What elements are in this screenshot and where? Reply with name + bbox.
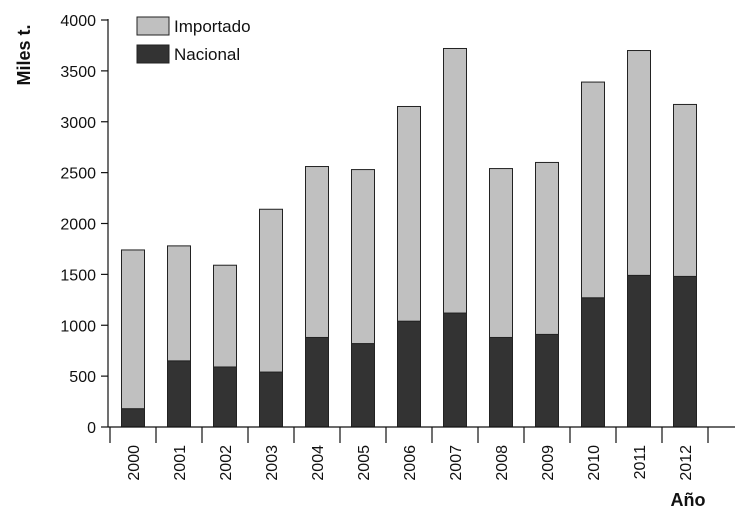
bar-nacional-2009 (535, 333, 559, 428)
y-tick-label-2500: 2500 (60, 166, 96, 183)
bar-nacional-2012 (673, 275, 697, 428)
y-tick-label-0: 0 (87, 420, 96, 437)
bar-importado-2001 (167, 245, 191, 362)
x-tick-label-2011: 2011 (632, 445, 649, 480)
x-tick-label-2007: 2007 (448, 445, 465, 481)
x-tick-label-2002: 2002 (218, 445, 235, 481)
bars-group (121, 47, 697, 428)
y-tick-label-3500: 3500 (60, 64, 96, 81)
bar-importado-2011 (627, 50, 651, 276)
y-ticks-group: 0 500 1000 1500 2000 2500 3000 3500 4000 (60, 13, 108, 437)
y-tick-label-4000: 4000 (60, 13, 96, 30)
bar-importado-2007 (443, 47, 467, 314)
legend-swatch-importado (136, 16, 170, 36)
bar-nacional-2006 (397, 320, 421, 428)
x-tick-label-2009: 2009 (540, 445, 557, 481)
x-tick-label-2000: 2000 (126, 445, 143, 481)
bar-nacional-2010 (581, 297, 605, 428)
bar-importado-2005 (351, 169, 375, 345)
x-axis-title: Año (671, 490, 706, 510)
bar-nacional-2003 (259, 371, 283, 428)
bar-importado-2012 (673, 103, 697, 277)
bar-importado-2002 (213, 264, 237, 368)
y-tick-label-3000: 3000 (60, 115, 96, 132)
bar-nacional-2007 (443, 312, 467, 428)
bar-importado-2008 (489, 168, 513, 338)
x-tick-label-2006: 2006 (402, 445, 419, 481)
x-tick-label-2005: 2005 (356, 445, 373, 481)
bar-nacional-2000 (121, 408, 145, 428)
x-tick-label-2001: 2001 (172, 445, 189, 481)
bar-importado-2009 (535, 161, 559, 335)
bar-nacional-2005 (351, 343, 375, 428)
bar-nacional-2011 (627, 274, 651, 428)
x-tick-label-2004: 2004 (310, 445, 327, 481)
legend-label-nacional: Nacional (174, 45, 240, 64)
bar-importado-2000 (121, 249, 145, 410)
x-tick-label-2012: 2012 (678, 445, 695, 481)
x-tick-label-2003: 2003 (264, 445, 281, 481)
bar-nacional-2004 (305, 336, 329, 428)
bar-importado-2006 (397, 105, 421, 322)
legend-swatch-nacional (136, 44, 170, 64)
bar-importado-2004 (305, 166, 329, 338)
bar-importado-2003 (259, 208, 283, 373)
y-tick-label-2000: 2000 (60, 217, 96, 234)
y-axis-title: Miles t. (14, 24, 34, 85)
x-ticks-group: 2000 2001 2002 2003 2004 2005 2006 2007 2008 2009… (109, 427, 709, 481)
bar-nacional-2001 (167, 360, 191, 428)
y-tick-label-1500: 1500 (60, 267, 96, 284)
legend-label-importado: Importado (174, 17, 251, 36)
bar-nacional-2002 (213, 366, 237, 428)
bar-importado-2010 (581, 81, 605, 299)
x-tick-label-2008: 2008 (494, 445, 511, 481)
y-tick-label-1000: 1000 (60, 318, 96, 335)
bar-nacional-2008 (489, 336, 513, 428)
y-tick-label-500: 500 (69, 369, 96, 386)
legend: Importado Nacional (136, 16, 251, 64)
x-tick-label-2010: 2010 (586, 445, 603, 481)
